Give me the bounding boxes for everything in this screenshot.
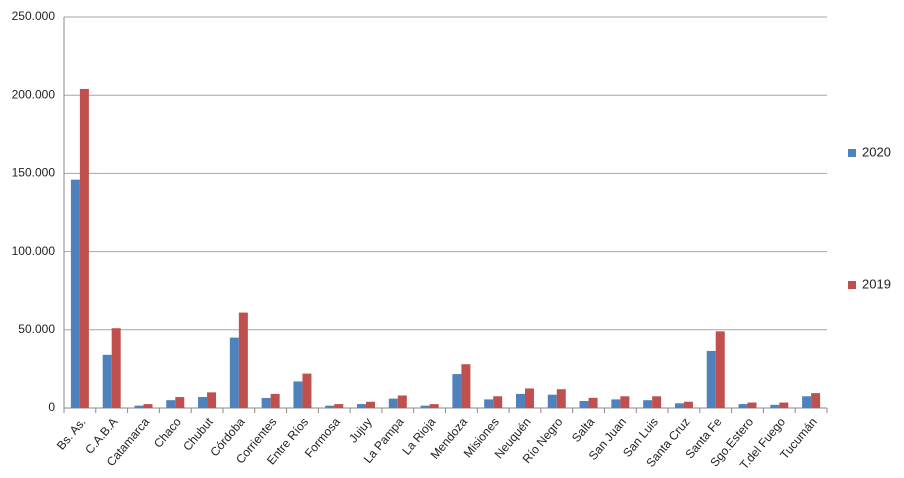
bar: [166, 400, 176, 408]
y-tick-label: 150.000: [12, 166, 56, 180]
bar: [325, 405, 335, 408]
bar: [738, 404, 748, 408]
bar: [779, 402, 789, 408]
legend-swatch: [848, 281, 856, 289]
bar: [261, 397, 271, 408]
bar: [556, 389, 566, 408]
bar: [524, 388, 534, 408]
bar: [674, 403, 684, 408]
bar: [229, 337, 239, 408]
bar: [175, 397, 185, 408]
bar: [611, 399, 621, 408]
bar: [111, 328, 121, 408]
y-tick-label: 100.000: [12, 244, 56, 258]
bar: [102, 354, 112, 408]
bar: [366, 401, 376, 408]
bar: [452, 374, 462, 408]
x-tick-label: Salta: [569, 415, 598, 445]
bar: [547, 394, 557, 408]
bar: [334, 404, 344, 408]
bar: [270, 393, 280, 408]
bar: [70, 179, 80, 408]
y-tick-label: 50.000: [18, 322, 55, 336]
bar: [802, 396, 812, 408]
bar: [643, 400, 653, 408]
bar: [79, 88, 89, 408]
bar: [397, 395, 407, 408]
bar: [143, 404, 153, 408]
y-tick-label: 0: [48, 400, 55, 414]
bar: [715, 331, 725, 408]
bar: [293, 381, 303, 408]
bar: [461, 364, 471, 408]
bar: [706, 350, 716, 408]
bar: [588, 397, 598, 408]
bar: [134, 405, 144, 408]
legend-label: 2019: [862, 276, 891, 291]
legend-swatch: [848, 149, 856, 157]
bar: [770, 404, 780, 408]
y-tick-label: 200.000: [12, 87, 56, 101]
bar: [388, 398, 398, 408]
bar: [747, 402, 757, 408]
bar: [579, 400, 589, 408]
bar: [302, 373, 312, 408]
bar: [683, 401, 693, 408]
bar: [238, 312, 248, 408]
bar: [515, 393, 525, 408]
bar: [620, 396, 630, 408]
bar: [420, 405, 430, 408]
bar: [207, 392, 217, 408]
x-tick-label: Jujuy: [346, 415, 375, 445]
bar: [429, 404, 439, 408]
legend-label: 2020: [862, 144, 891, 159]
x-tick-label: Chaco: [151, 415, 184, 451]
bar: [484, 399, 494, 408]
bar: [357, 404, 367, 408]
bar: [652, 396, 662, 408]
bar: [198, 397, 208, 408]
bar: [493, 396, 503, 408]
bar: [811, 393, 821, 408]
y-tick-label: 250.000: [12, 9, 56, 23]
